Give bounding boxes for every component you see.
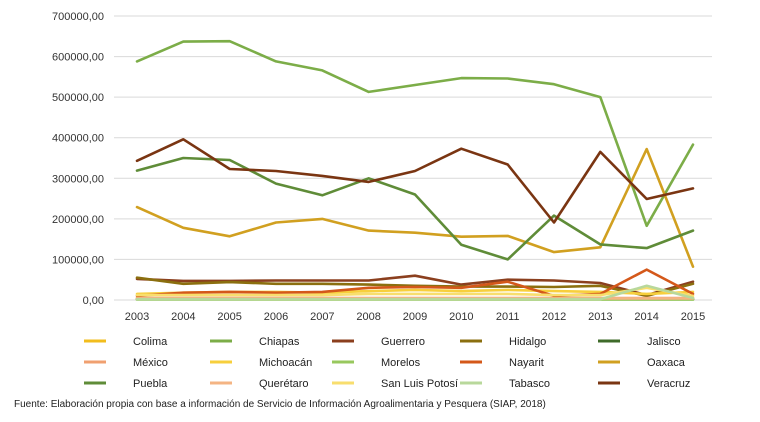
x-tick-label: 2012	[542, 311, 566, 323]
legend-label-chiapas: Chiapas	[259, 336, 300, 348]
gridlines	[114, 15, 712, 301]
series-line-chiapas	[135, 39, 695, 228]
legend: Colima Chiapas Guerrero Hidalgo Jalisco Méxic…	[84, 336, 690, 390]
series-line-oaxaca	[135, 147, 695, 269]
x-tick-label: 2007	[310, 311, 334, 323]
x-tick-label: 2006	[264, 311, 288, 323]
legend-label-hidalgo: Hidalgo	[509, 336, 546, 348]
legend-label-queretaro: Querétaro	[259, 378, 309, 390]
legend-label-san-luis-potosi: San Luis Potosí	[381, 378, 458, 390]
x-tick-label: 2004	[171, 311, 195, 323]
source-note: Fuente: Elaboración propia con base a in…	[14, 399, 546, 410]
series-line-san-luis-potosi	[135, 286, 695, 298]
legend-label-colima: Colima	[133, 336, 168, 348]
x-tick-label: 2005	[217, 311, 241, 323]
y-tick-label: 100000,00	[52, 254, 104, 266]
legend-label-veracruz: Veracruz	[647, 378, 690, 390]
x-tick-label: 2009	[403, 311, 427, 323]
y-tick-label: 400000,00	[52, 133, 104, 145]
x-tick-label: 2003	[125, 311, 149, 323]
series-lines	[135, 39, 695, 301]
x-tick-label: 2015	[681, 311, 705, 323]
y-tick-label: 300000,00	[52, 173, 104, 185]
y-tick-label: 0,00	[83, 295, 104, 307]
legend-label-nayarit: Nayarit	[509, 357, 544, 369]
x-tick-label: 2013	[588, 311, 612, 323]
x-tick-label: 2010	[449, 311, 473, 323]
y-axis-ticks: 0,00 100000,00 200000,00 300000,00 400000,00…	[52, 11, 104, 307]
legend-label-puebla: Puebla	[133, 378, 168, 390]
x-axis-ticks: 2003 2004 2005 2006 2007 2008 2009 2010 2011 2012…	[125, 311, 705, 323]
x-tick-label: 2011	[496, 311, 520, 323]
x-tick-label: 2014	[634, 311, 658, 323]
legend-label-michoacan: Michoacán	[259, 357, 312, 369]
line-chart: 0,00 100000,00 200000,00 300000,00 400000,00…	[52, 11, 712, 390]
legend-label-morelos: Morelos	[381, 357, 421, 369]
legend-label-tabasco: Tabasco	[509, 378, 550, 390]
legend-label-guerrero: Guerrero	[381, 336, 425, 348]
x-tick-label: 2008	[356, 311, 380, 323]
y-tick-label: 600000,00	[52, 52, 104, 64]
legend-label-oaxaca: Oaxaca	[647, 357, 686, 369]
y-tick-label: 500000,00	[52, 92, 104, 104]
series-line-veracruz	[135, 138, 695, 224]
legend-label-jalisco: Jalisco	[647, 336, 681, 348]
y-tick-label: 700000,00	[52, 11, 104, 23]
y-tick-label: 200000,00	[52, 214, 104, 226]
series-line-puebla	[135, 156, 695, 261]
legend-label-mexico: México	[133, 357, 168, 369]
series-line-tabasco	[135, 284, 695, 301]
